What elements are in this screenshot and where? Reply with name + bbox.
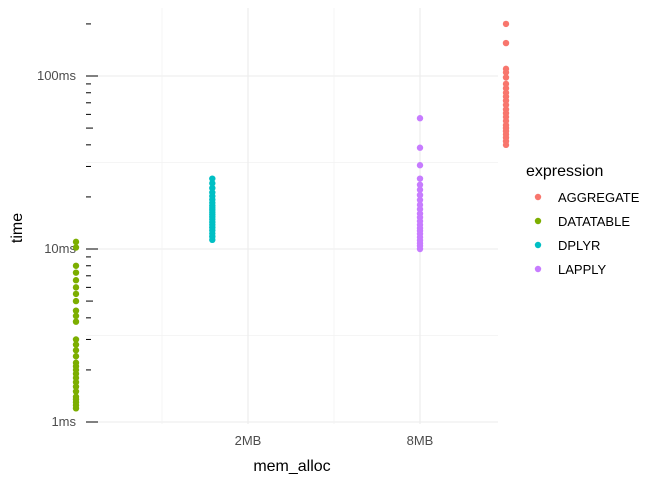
y-tick-label: 10ms [44, 241, 76, 256]
data-point [72, 312, 80, 320]
data-point [502, 80, 510, 88]
data-point [72, 297, 80, 305]
data-point [209, 180, 216, 187]
data-point [72, 238, 80, 246]
y-tick-label: 1ms [51, 414, 76, 429]
legend-label: LAPPLY [558, 262, 607, 277]
data-point [72, 277, 80, 284]
data-point [209, 189, 216, 196]
legend: expression AGGREGATE DATATABLE DPLYR LAPPLY [526, 163, 640, 277]
data-point [72, 244, 80, 251]
data-point [416, 162, 424, 169]
data-point [416, 186, 424, 193]
legend-key [534, 193, 542, 201]
data-point [72, 388, 80, 395]
y-tick-label: 100ms [37, 68, 77, 83]
data-point [72, 336, 80, 343]
legend-key [534, 241, 542, 249]
legend-key [534, 265, 542, 273]
data-point [502, 74, 510, 81]
data-point [416, 115, 424, 122]
data-point [416, 181, 424, 189]
legend-label: DPLYR [558, 238, 600, 253]
data-point [502, 65, 510, 73]
data-point [72, 341, 80, 348]
legend-label: DATATABLE [558, 214, 630, 229]
data-point [416, 144, 424, 151]
data-point [502, 39, 510, 47]
data-point [72, 307, 80, 314]
legend-key [534, 217, 542, 225]
data-point [416, 196, 424, 204]
data-point [209, 184, 216, 192]
data-point [72, 383, 80, 390]
x-axis-title: mem_alloc [253, 458, 330, 475]
data-point [416, 210, 424, 217]
data-points [72, 20, 510, 412]
data-point [72, 393, 80, 400]
data-point [72, 359, 80, 366]
data-point [72, 262, 80, 269]
data-point [416, 191, 424, 199]
data-point [502, 106, 510, 113]
legend-label: AGGREGATE [558, 190, 640, 205]
y-axis-title: time [9, 213, 26, 243]
x-tick-label: 8MB [407, 433, 434, 448]
data-point [209, 175, 216, 182]
data-point [72, 347, 80, 354]
data-point [502, 89, 510, 96]
data-point [72, 269, 80, 276]
data-point [416, 175, 424, 182]
x-axis: 2MB 8MB [235, 433, 434, 448]
data-point [72, 284, 80, 291]
data-point [72, 318, 80, 325]
y-axis: 1ms 10ms 100ms [37, 23, 98, 429]
data-point [416, 201, 424, 209]
legend-title: expression [526, 163, 603, 180]
x-tick-label: 2MB [235, 433, 262, 448]
data-point [72, 290, 80, 298]
data-point [502, 20, 510, 28]
data-point [72, 353, 80, 360]
grid [86, 8, 498, 424]
